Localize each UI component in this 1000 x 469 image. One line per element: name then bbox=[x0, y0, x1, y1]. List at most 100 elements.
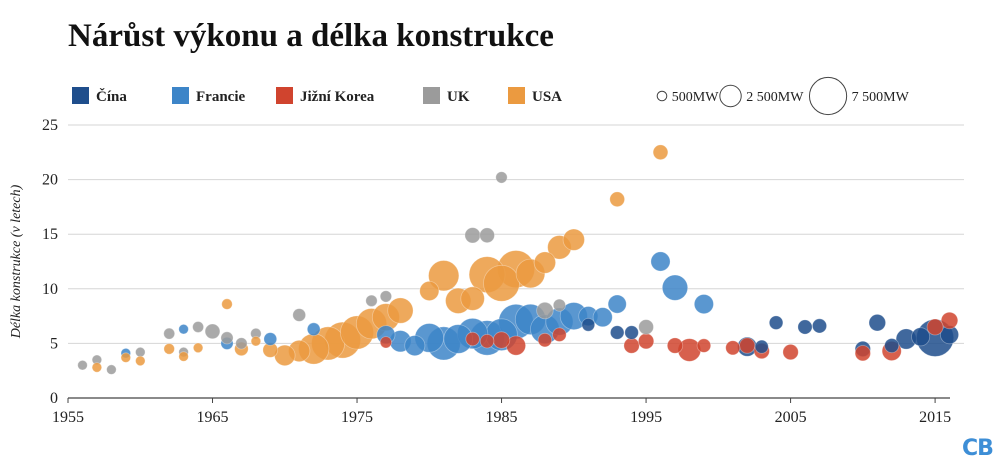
x-tick-label: 1995 bbox=[630, 409, 662, 426]
bubble-uk bbox=[235, 337, 248, 350]
y-tick-label: 20 bbox=[42, 172, 58, 189]
bubble-jižní-korea bbox=[725, 340, 741, 356]
bubble-jižní-korea bbox=[552, 327, 567, 342]
bubble-čína bbox=[884, 338, 900, 354]
legend-label: Jižní Korea bbox=[300, 89, 375, 105]
bubble-uk bbox=[495, 171, 508, 184]
bubble-francie bbox=[306, 322, 321, 337]
legend-item: USA bbox=[508, 87, 562, 105]
x-tick-label: 1965 bbox=[197, 409, 229, 426]
bubble-francie bbox=[661, 274, 689, 301]
bubble-čína bbox=[754, 339, 769, 354]
bubble-uk bbox=[479, 227, 495, 244]
bubble-jižní-korea bbox=[379, 336, 392, 349]
bubble-uk bbox=[192, 321, 205, 333]
bubble-jižní-korea bbox=[666, 337, 684, 354]
legend-item: Čína bbox=[72, 87, 127, 105]
bubble-jižní-korea bbox=[940, 311, 959, 330]
bubble-jižní-korea bbox=[637, 333, 655, 350]
y-tick-label: 0 bbox=[50, 390, 58, 407]
size-legend-label: 7 500MW bbox=[852, 90, 910, 105]
bubble-usa bbox=[652, 144, 669, 161]
bubble-čína bbox=[868, 314, 887, 332]
legend-item: UK bbox=[423, 87, 470, 105]
size-legend-item: 500MW bbox=[656, 90, 719, 105]
bubble-uk bbox=[464, 227, 481, 244]
size-legend-label: 2 500MW bbox=[746, 90, 804, 105]
y-tick-label: 10 bbox=[42, 281, 58, 298]
y-axis-title: Délka konstrukce (v letech) bbox=[9, 184, 24, 339]
x-tick-label: 1975 bbox=[341, 409, 373, 426]
bubble-usa bbox=[533, 251, 557, 274]
x-tick-label: 1955 bbox=[52, 409, 84, 426]
bubble-uk bbox=[638, 319, 654, 335]
bubble-usa bbox=[163, 343, 175, 355]
bubble-usa bbox=[428, 260, 460, 292]
size-legend: 500MW 2 500MW 7 500MW bbox=[656, 76, 910, 116]
y-tick-label: 25 bbox=[42, 117, 58, 134]
chart-title: Nárůst výkonu a délka konstrukce bbox=[68, 18, 554, 54]
bubble-jižní-korea bbox=[782, 343, 799, 361]
legend-swatch bbox=[276, 87, 293, 104]
bubble-jižní-korea bbox=[537, 332, 553, 348]
bubble-uk bbox=[106, 364, 117, 375]
bubble-čína bbox=[624, 325, 639, 340]
bubble-usa bbox=[120, 352, 132, 363]
bubble-francie bbox=[404, 335, 426, 357]
legend-swatch bbox=[508, 87, 525, 104]
bubble-uk bbox=[292, 308, 307, 322]
bubble-usa bbox=[562, 228, 585, 251]
bubble-uk bbox=[379, 290, 392, 303]
bubble-jižní-korea bbox=[926, 318, 944, 336]
bubble-usa bbox=[609, 191, 625, 208]
bubble-uk bbox=[536, 301, 554, 320]
legend-item: Francie bbox=[172, 87, 245, 105]
series-legend: Čína Francie Jižní Korea UK USA bbox=[72, 87, 562, 105]
legend-item: Jižní Korea bbox=[276, 87, 375, 105]
bubble-čína bbox=[768, 315, 784, 330]
size-legend-label: 500MW bbox=[672, 90, 719, 105]
bubble-usa bbox=[135, 355, 146, 367]
bubble-usa bbox=[178, 351, 189, 362]
size-legend-circle bbox=[808, 76, 848, 116]
legend-label: Francie bbox=[196, 89, 245, 105]
bubble-čína bbox=[797, 319, 813, 335]
bubble-uk bbox=[163, 327, 176, 340]
bubble-usa bbox=[91, 362, 103, 373]
bubble-uk bbox=[552, 298, 566, 312]
x-tick-label: 2015 bbox=[919, 409, 951, 426]
bubble-uk bbox=[204, 323, 221, 340]
bubble-jižní-korea bbox=[696, 338, 712, 353]
size-legend-item: 7 500MW bbox=[808, 76, 910, 116]
bubble-francie bbox=[178, 324, 189, 335]
y-tick-label: 5 bbox=[50, 335, 58, 352]
bubble-jižní-korea bbox=[739, 337, 756, 354]
bubble-jižní-korea bbox=[492, 331, 511, 349]
legend-swatch bbox=[423, 87, 440, 104]
size-legend-item: 2 500MW bbox=[719, 84, 804, 108]
bubble-uk bbox=[220, 331, 234, 345]
legend-label: UK bbox=[447, 89, 470, 105]
bubble-usa bbox=[483, 264, 520, 302]
bubble-usa bbox=[221, 298, 233, 310]
bubble-francie bbox=[263, 332, 278, 346]
bubble-uk bbox=[365, 294, 378, 307]
bubble-jižní-korea bbox=[465, 331, 480, 347]
bubble-francie bbox=[592, 307, 613, 328]
bubble-usa bbox=[192, 342, 204, 354]
bubble-jižní-korea bbox=[854, 345, 871, 362]
bubble-čína bbox=[812, 318, 828, 334]
bubble-francie bbox=[650, 251, 671, 272]
bubble-francie bbox=[693, 294, 714, 315]
bubble-jižní-korea bbox=[623, 337, 640, 354]
x-tick-label: 1985 bbox=[486, 409, 518, 426]
bubble-francie bbox=[607, 294, 627, 314]
legend-label: USA bbox=[532, 89, 562, 105]
bubble-usa bbox=[419, 280, 440, 301]
bubble-čína bbox=[911, 327, 931, 347]
bubble-uk bbox=[77, 360, 88, 371]
size-legend-circle bbox=[719, 84, 742, 108]
bubble-čína bbox=[581, 317, 596, 332]
bubble-jižní-korea bbox=[479, 334, 495, 349]
legend-swatch bbox=[72, 87, 89, 104]
